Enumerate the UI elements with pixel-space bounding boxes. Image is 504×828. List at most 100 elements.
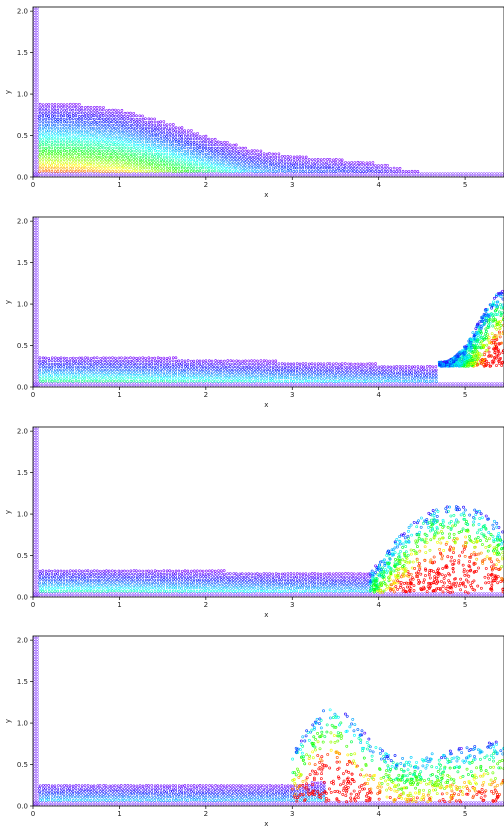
fluid-particle (280, 371, 284, 375)
fluid-particle (389, 167, 392, 170)
floor-particle (358, 384, 362, 387)
fluid-particle (283, 161, 287, 165)
wall-particle (33, 148, 37, 151)
floor-particle (33, 172, 35, 176)
fluid-particle (38, 114, 42, 118)
floor-particle (101, 172, 105, 176)
wall-particle (33, 145, 37, 149)
fluid-particle (359, 365, 362, 368)
fluid-particle (383, 166, 387, 170)
splash-particle (501, 332, 504, 336)
fluid-particle (386, 379, 390, 383)
fluid-particle (54, 356, 57, 360)
floor-particle (192, 594, 196, 597)
wall-particle (35, 555, 39, 559)
fluid-particle (174, 152, 178, 156)
fluid-particle (274, 368, 278, 372)
fluid-particle (59, 359, 63, 362)
splash-particle (473, 358, 477, 362)
wall-particle (33, 525, 37, 529)
fluid-particle (38, 129, 41, 132)
wall-particle (33, 575, 37, 579)
fluid-particle (50, 374, 54, 378)
floor-particle (104, 172, 107, 176)
fluid-particle (38, 589, 42, 593)
floor-particle (54, 384, 58, 387)
fluid-particle (138, 380, 142, 383)
wall-particle (33, 318, 37, 322)
fluid-particle (120, 126, 124, 129)
fluid-particle (90, 356, 93, 360)
splash-particle (492, 303, 495, 306)
fluid-particle (99, 362, 102, 365)
fluid-particle (44, 155, 48, 158)
fluid-particle (295, 370, 299, 374)
fluid-particle (84, 129, 87, 133)
wall-particle (33, 431, 37, 435)
fluid-particle (86, 379, 90, 383)
fluid-particle (268, 359, 271, 363)
fluid-particle (38, 132, 42, 136)
fluid-particle (304, 158, 308, 161)
fluid-particle (192, 164, 196, 167)
wall-particle (35, 23, 39, 27)
fluid-particle (96, 359, 99, 363)
fluid-particle (355, 376, 359, 380)
floor-particle (353, 382, 356, 386)
fluid-particle (117, 111, 120, 115)
fluid-particle (186, 152, 190, 156)
fluid-particle (271, 158, 274, 162)
splash-particle (475, 344, 479, 348)
floor-particle (314, 592, 317, 596)
fluid-particle (102, 140, 105, 144)
wall-particle (33, 236, 37, 240)
fluid-particle (117, 164, 120, 167)
floor-particle (277, 594, 281, 597)
fluid-particle (71, 584, 75, 587)
fluid-particle (101, 144, 105, 147)
wall-particle (35, 540, 39, 544)
fluid-particle (231, 149, 235, 153)
floor-particle (329, 594, 333, 597)
wall-particle (35, 238, 39, 242)
floor-particle (482, 174, 486, 177)
fluid-particle (87, 365, 90, 369)
fluid-particle (107, 123, 111, 127)
floor-particle (109, 592, 113, 596)
fluid-particle (377, 376, 381, 380)
fluid-particle (144, 135, 148, 138)
fluid-particle (114, 365, 117, 369)
floor-particle (329, 174, 333, 177)
fluid-particle (355, 166, 359, 170)
fluid-particle (116, 155, 120, 159)
fluid-particle (110, 129, 114, 132)
fluid-particle (47, 103, 51, 106)
fluid-particle (126, 143, 129, 147)
fluid-particle (214, 362, 217, 365)
splash-particle (453, 358, 457, 362)
wall-particle (35, 281, 39, 284)
fluid-particle (307, 379, 311, 383)
fluid-particle (223, 158, 226, 161)
fluid-particle (141, 129, 144, 132)
fluid-particle (308, 166, 311, 170)
fluid-particle (59, 120, 63, 124)
fluid-particle (87, 146, 90, 150)
fluid-particle (47, 126, 51, 130)
x-tick-label: 3 (290, 391, 294, 399)
floor-particle (166, 384, 170, 387)
splash-particle (471, 362, 475, 366)
fluid-particle (147, 152, 151, 156)
fluid-particle (65, 164, 69, 167)
fluid-particle (44, 572, 48, 576)
fluid-particle (132, 365, 135, 368)
floor-particle (75, 592, 79, 596)
fluid-particle (83, 368, 87, 371)
fluid-particle (223, 152, 226, 156)
floor-particle (288, 592, 292, 596)
fluid-particle (177, 152, 181, 156)
floor-particle (140, 174, 144, 177)
fluid-particle (93, 132, 96, 135)
fluid-particle (56, 132, 60, 135)
fluid-particle (244, 376, 248, 380)
